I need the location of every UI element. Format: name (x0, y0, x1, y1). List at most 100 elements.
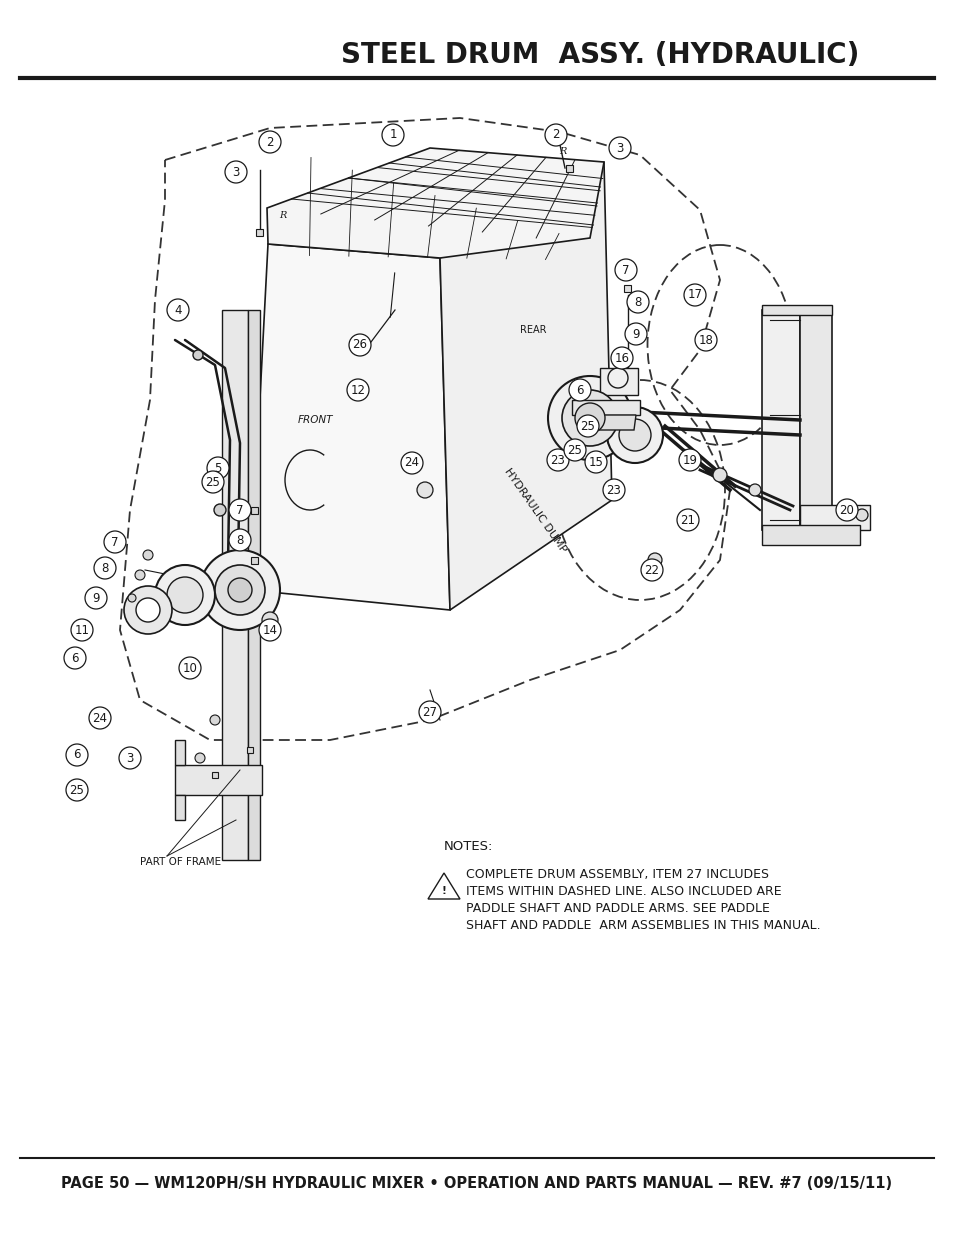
Text: 6: 6 (71, 652, 79, 664)
Polygon shape (800, 505, 869, 530)
Text: 25: 25 (70, 783, 85, 797)
Circle shape (262, 613, 277, 629)
Text: 6: 6 (73, 748, 81, 762)
Circle shape (712, 468, 726, 482)
Circle shape (547, 375, 631, 459)
Text: 1: 1 (389, 128, 396, 142)
Circle shape (606, 408, 662, 463)
Circle shape (683, 284, 705, 306)
Text: 27: 27 (422, 705, 437, 719)
Circle shape (624, 324, 646, 345)
Circle shape (143, 550, 152, 559)
Circle shape (154, 564, 214, 625)
Circle shape (71, 619, 92, 641)
Circle shape (607, 368, 627, 388)
Circle shape (602, 479, 624, 501)
Text: 11: 11 (74, 624, 90, 636)
Circle shape (66, 779, 88, 802)
Text: STEEL DRUM  ASSY. (HYDRAULIC): STEEL DRUM ASSY. (HYDRAULIC) (340, 41, 859, 69)
Text: 23: 23 (606, 483, 620, 496)
Circle shape (210, 715, 220, 725)
Circle shape (167, 299, 189, 321)
Text: 2: 2 (266, 136, 274, 148)
Text: 9: 9 (92, 592, 100, 604)
Text: 25: 25 (205, 475, 220, 489)
Text: 9: 9 (632, 327, 639, 341)
Circle shape (64, 647, 86, 669)
Polygon shape (761, 525, 859, 545)
Text: 20: 20 (839, 504, 854, 516)
Circle shape (225, 161, 247, 183)
Text: 5: 5 (214, 462, 221, 474)
Text: ITEMS WITHIN DASHED LINE. ALSO INCLUDED ARE: ITEMS WITHIN DASHED LINE. ALSO INCLUDED … (465, 885, 781, 898)
Text: NOTES:: NOTES: (443, 840, 493, 853)
Text: PADDLE SHAFT AND PADDLE ARMS. SEE PADDLE: PADDLE SHAFT AND PADDLE ARMS. SEE PADDLE (465, 902, 769, 915)
Circle shape (200, 550, 280, 630)
Polygon shape (250, 245, 450, 610)
Polygon shape (572, 400, 639, 415)
Circle shape (213, 504, 226, 516)
Text: 4: 4 (174, 304, 182, 316)
Polygon shape (256, 228, 263, 236)
Text: SHAFT AND PADDLE  ARM ASSEMBLIES IN THIS MANUAL.: SHAFT AND PADDLE ARM ASSEMBLIES IN THIS … (465, 919, 820, 932)
Circle shape (167, 577, 203, 613)
Circle shape (677, 509, 699, 531)
Circle shape (179, 657, 201, 679)
Circle shape (119, 747, 141, 769)
Text: REAR: REAR (519, 325, 546, 335)
Circle shape (618, 419, 650, 451)
Circle shape (381, 124, 403, 146)
Circle shape (561, 390, 618, 446)
Polygon shape (267, 148, 603, 258)
Circle shape (258, 131, 281, 153)
Polygon shape (566, 164, 573, 172)
Polygon shape (174, 764, 262, 795)
Text: !: ! (441, 885, 446, 897)
Polygon shape (174, 740, 185, 764)
Polygon shape (800, 310, 831, 530)
Polygon shape (252, 557, 258, 563)
Polygon shape (174, 795, 185, 820)
Circle shape (124, 585, 172, 634)
Text: 25: 25 (567, 443, 582, 457)
Circle shape (563, 438, 585, 461)
Circle shape (136, 598, 160, 622)
Circle shape (258, 619, 281, 641)
Text: 7: 7 (621, 263, 629, 277)
Text: 26: 26 (352, 338, 367, 352)
Circle shape (229, 529, 251, 551)
Circle shape (349, 333, 371, 356)
Circle shape (568, 379, 590, 401)
Text: 2: 2 (552, 128, 559, 142)
Polygon shape (247, 747, 253, 753)
Text: 19: 19 (681, 453, 697, 467)
Text: 16: 16 (614, 352, 629, 364)
Circle shape (228, 578, 252, 601)
Text: 10: 10 (182, 662, 197, 674)
Circle shape (418, 701, 440, 722)
Circle shape (193, 350, 203, 359)
Text: 3: 3 (233, 165, 239, 179)
Circle shape (679, 450, 700, 471)
Text: 8: 8 (634, 295, 641, 309)
Circle shape (855, 509, 867, 521)
Text: 7: 7 (112, 536, 118, 548)
Circle shape (695, 329, 717, 351)
Text: HYDRAULIC DUMP: HYDRAULIC DUMP (501, 466, 567, 555)
Polygon shape (624, 284, 631, 291)
Text: R: R (558, 147, 566, 157)
Text: FRONT: FRONT (297, 415, 333, 425)
Text: 12: 12 (350, 384, 365, 396)
Text: R: R (279, 210, 287, 220)
Circle shape (400, 452, 422, 474)
Circle shape (640, 559, 662, 580)
Polygon shape (222, 310, 248, 860)
Circle shape (584, 451, 606, 473)
Circle shape (546, 450, 568, 471)
Text: 22: 22 (644, 563, 659, 577)
Circle shape (835, 499, 857, 521)
Polygon shape (761, 310, 800, 530)
Text: 23: 23 (550, 453, 565, 467)
Circle shape (615, 259, 637, 282)
Text: 25: 25 (580, 420, 595, 432)
